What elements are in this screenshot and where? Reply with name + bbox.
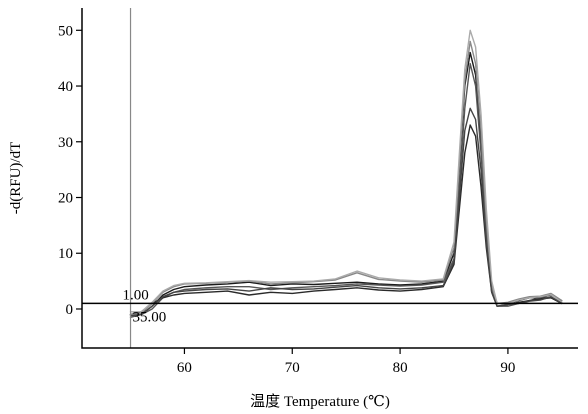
axes-frame <box>81 8 578 349</box>
y-tick-label: 10 <box>58 246 73 262</box>
melt-curve-series-2 <box>129 63 563 318</box>
threshold-label-bottom: 35.00 <box>133 309 167 325</box>
x-tick-label: 60 <box>177 360 192 376</box>
y-axis-label: -d(RFU)/dT <box>8 142 24 215</box>
x-tick-label: 90 <box>500 360 515 376</box>
x-tick-label: 80 <box>393 360 408 376</box>
ticks-layer: 0 10 20 30 40 50 60 70 80 90 <box>58 23 515 376</box>
x-tick-label: 70 <box>285 360 300 376</box>
melt-curve-series-6 <box>129 107 563 317</box>
y-tick-label: 50 <box>58 23 73 39</box>
y-tick-label: 20 <box>58 191 73 207</box>
y-tick-label: 40 <box>58 79 73 95</box>
threshold-label-top: 1.00 <box>123 287 149 303</box>
series-layer <box>129 29 563 318</box>
melt-curve-series-4 <box>129 40 563 316</box>
melt-curve-series-5 <box>129 29 563 313</box>
y-tick-label: 0 <box>66 302 74 318</box>
y-tick-label: 30 <box>58 135 73 151</box>
x-axis-label: 温度 Temperature (℃) <box>250 393 390 410</box>
